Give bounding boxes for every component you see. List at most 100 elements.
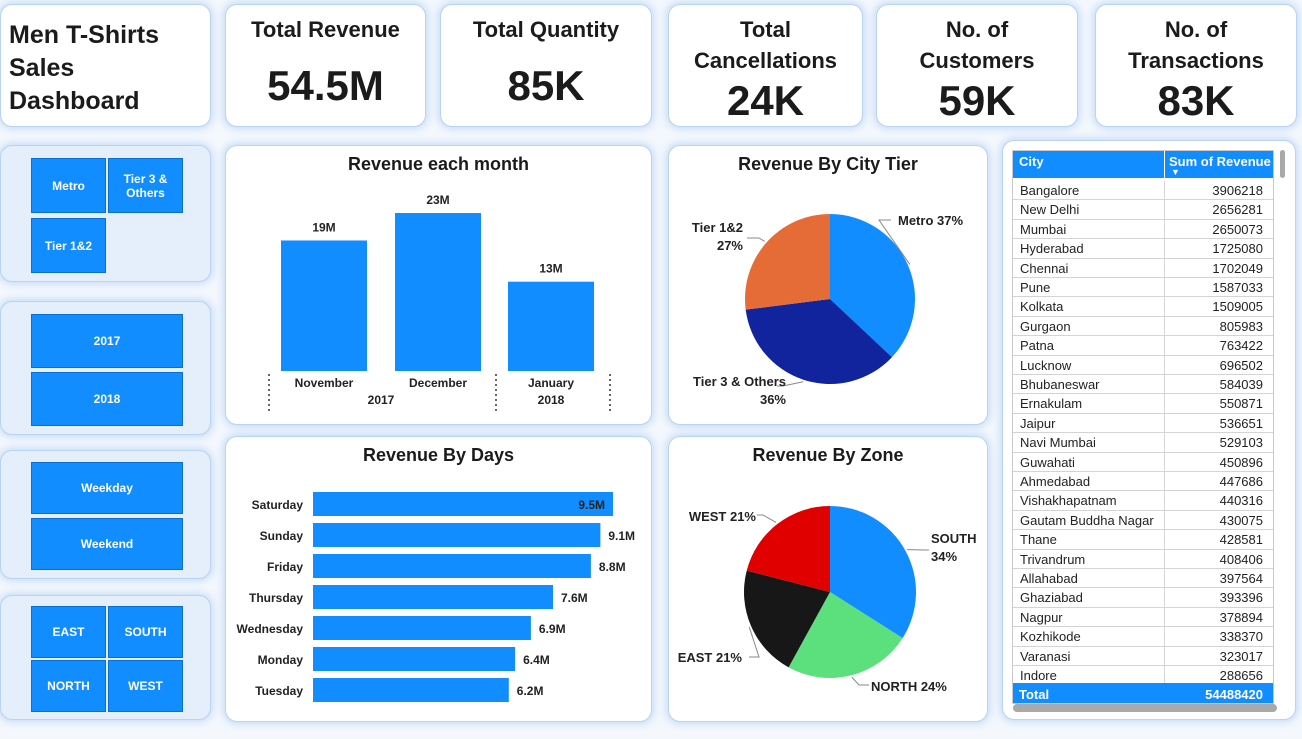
table-horizontal-scrollbar[interactable] [1013,704,1277,712]
slice-percent-label: 34% [931,549,957,564]
cell-city: Patna [1020,338,1054,354]
slicer-button-2018[interactable]: 2018 [31,372,183,426]
slicer-button-north[interactable]: NORTH [31,660,106,712]
data-label: 9.5M [578,498,605,512]
column-divider [1164,413,1165,433]
cell-city: Pune [1020,280,1051,295]
table-row[interactable]: Pune 1587033 [1013,278,1273,298]
cell-city: Trivandrum [1020,551,1086,567]
slicer-button-tier-1-2[interactable]: Tier 1&2 [31,218,106,273]
table-row[interactable]: Gautam Buddha Nagar 430075 [1013,510,1273,531]
table-row[interactable]: Ghaziabad 393396 [1013,588,1273,608]
table-row[interactable]: Allahabad 397564 [1013,569,1273,589]
table-row[interactable]: Bhubaneswar 584039 [1013,375,1273,395]
table-vertical-scrollbar[interactable] [1280,150,1285,178]
column-divider [1164,297,1165,316]
cell-revenue: 378894 [1219,609,1263,625]
slicer-button-2017[interactable]: 2017 [31,314,183,368]
cell-city: Ahmedabad [1020,474,1091,489]
y-tick-label: Monday [258,653,304,667]
kpi-card-transactions: No. of Transactions 83K [1095,4,1297,127]
bar-tuesday [313,678,509,702]
data-label: 13M [539,262,562,276]
table-row[interactable]: Kolkata 1509005 [1013,297,1273,317]
column-divider [1164,278,1165,297]
slice-percent-label: 27% [717,238,743,253]
column-divider [1164,316,1165,336]
cell-revenue: 1702049 [1212,260,1263,276]
kpi-label: Total [740,17,791,42]
table-row[interactable]: Varanasi 323017 [1013,646,1273,666]
kpi-card-total-revenue: Total Revenue 54.5M [225,4,426,127]
kpi-label: Total Revenue [251,17,400,42]
cell-city: Ernakulam [1020,396,1083,412]
table-row[interactable]: Bangalore 3906218 [1013,181,1273,201]
kpi-label: No. of [1164,17,1228,42]
table-row[interactable]: Navi Mumbai 529103 [1013,433,1273,453]
column-divider [1164,336,1165,355]
cell-revenue: 447686 [1219,474,1263,489]
cell-revenue: 805983 [1219,318,1263,334]
slicer-button-metro[interactable]: Metro [31,158,106,213]
cell-city: Allahabad [1020,571,1078,586]
cell-city: Bhubaneswar [1020,377,1100,392]
slicer-button-west[interactable]: WEST [108,660,183,712]
kpi-value: 54.5M [267,62,384,109]
table-row[interactable]: Patna 763422 [1013,336,1273,356]
table-row[interactable]: Jaipur 536651 [1013,413,1273,434]
sort-descending-icon[interactable]: ▼ [1171,167,1180,177]
dashboard-title-line: Dashboard [9,87,140,115]
kpi-value: 85K [507,62,585,109]
table-row[interactable]: Chennai 1702049 [1013,258,1273,278]
column-header-city[interactable]: City [1019,154,1044,169]
table-row[interactable]: New Delhi 2656281 [1013,200,1273,220]
column-divider [1164,200,1165,219]
column-header-sum-of-revenue[interactable]: Sum of Revenue [1169,154,1271,169]
table-row[interactable]: Mumbai 2650073 [1013,219,1273,240]
column-divider [1164,219,1165,239]
leader-line [757,514,777,523]
table-row[interactable]: Kozhikode 338370 [1013,627,1273,647]
x-group-label: 2017 [368,393,395,407]
cell-revenue: 763422 [1219,338,1263,354]
slicer-button-weekend[interactable]: Weekend [31,518,183,570]
slice-label: SOUTH [931,531,977,546]
dashboard-title-line: Men T-Shirts [9,21,160,49]
cell-revenue: 529103 [1219,435,1263,451]
table-row[interactable]: Thane 428581 [1013,530,1273,550]
cell-revenue: 536651 [1219,415,1263,431]
table-row[interactable]: Trivandrum 408406 [1013,549,1273,569]
cell-city: New Delhi [1020,202,1080,218]
monthly-revenue-chart: 19M November 23M December 13M January 2017 2018 [268,193,611,412]
column-divider [1164,151,1165,178]
column-divider [1164,549,1165,568]
table-row[interactable]: Hyderabad 1725080 [1013,239,1273,259]
total-value: 54488420 [1205,687,1263,702]
kpi-card-total-cancellations: Total Cancellations 24K [668,4,863,127]
table-row[interactable]: Ernakulam 550871 [1013,394,1273,414]
column-divider [1164,510,1165,530]
city-revenue-table: City Sum of Revenue ▼ Bangalore 3906218 Ne… [1012,150,1274,704]
slicer-button-south[interactable]: SOUTH [108,606,183,658]
table-row[interactable]: Vishakhapatnam 440316 [1013,491,1273,511]
slicer-button-weekday[interactable]: Weekday [31,462,183,514]
cell-city: Thane [1020,532,1057,548]
kpi-label: Cancellations [693,48,838,73]
leader-line [748,626,760,658]
slicer-button-east[interactable]: EAST [31,606,106,658]
chart-card-revenue-by-city-tier: Revenue By City Tier Metro 37% Tier 3 & O… [668,145,988,425]
slicer-button-tier-3-others[interactable]: Tier 3 & Others [108,158,183,213]
pie-slice-south [830,506,916,639]
bar-november [281,240,367,371]
table-row[interactable]: Gurgaon 805983 [1013,316,1273,337]
table-row[interactable]: Nagpur 378894 [1013,607,1273,628]
table-row[interactable]: Guwahati 450896 [1013,452,1273,472]
pie-slice-metro [830,214,915,358]
data-label: 6.4M [523,653,550,667]
cell-revenue: 550871 [1219,396,1263,412]
column-divider [1164,452,1165,471]
cell-revenue: 1587033 [1212,280,1263,295]
table-row[interactable]: Ahmedabad 447686 [1013,472,1273,492]
table-row[interactable]: Lucknow 696502 [1013,355,1273,375]
slice-label: Tier 1&2 [692,220,743,235]
